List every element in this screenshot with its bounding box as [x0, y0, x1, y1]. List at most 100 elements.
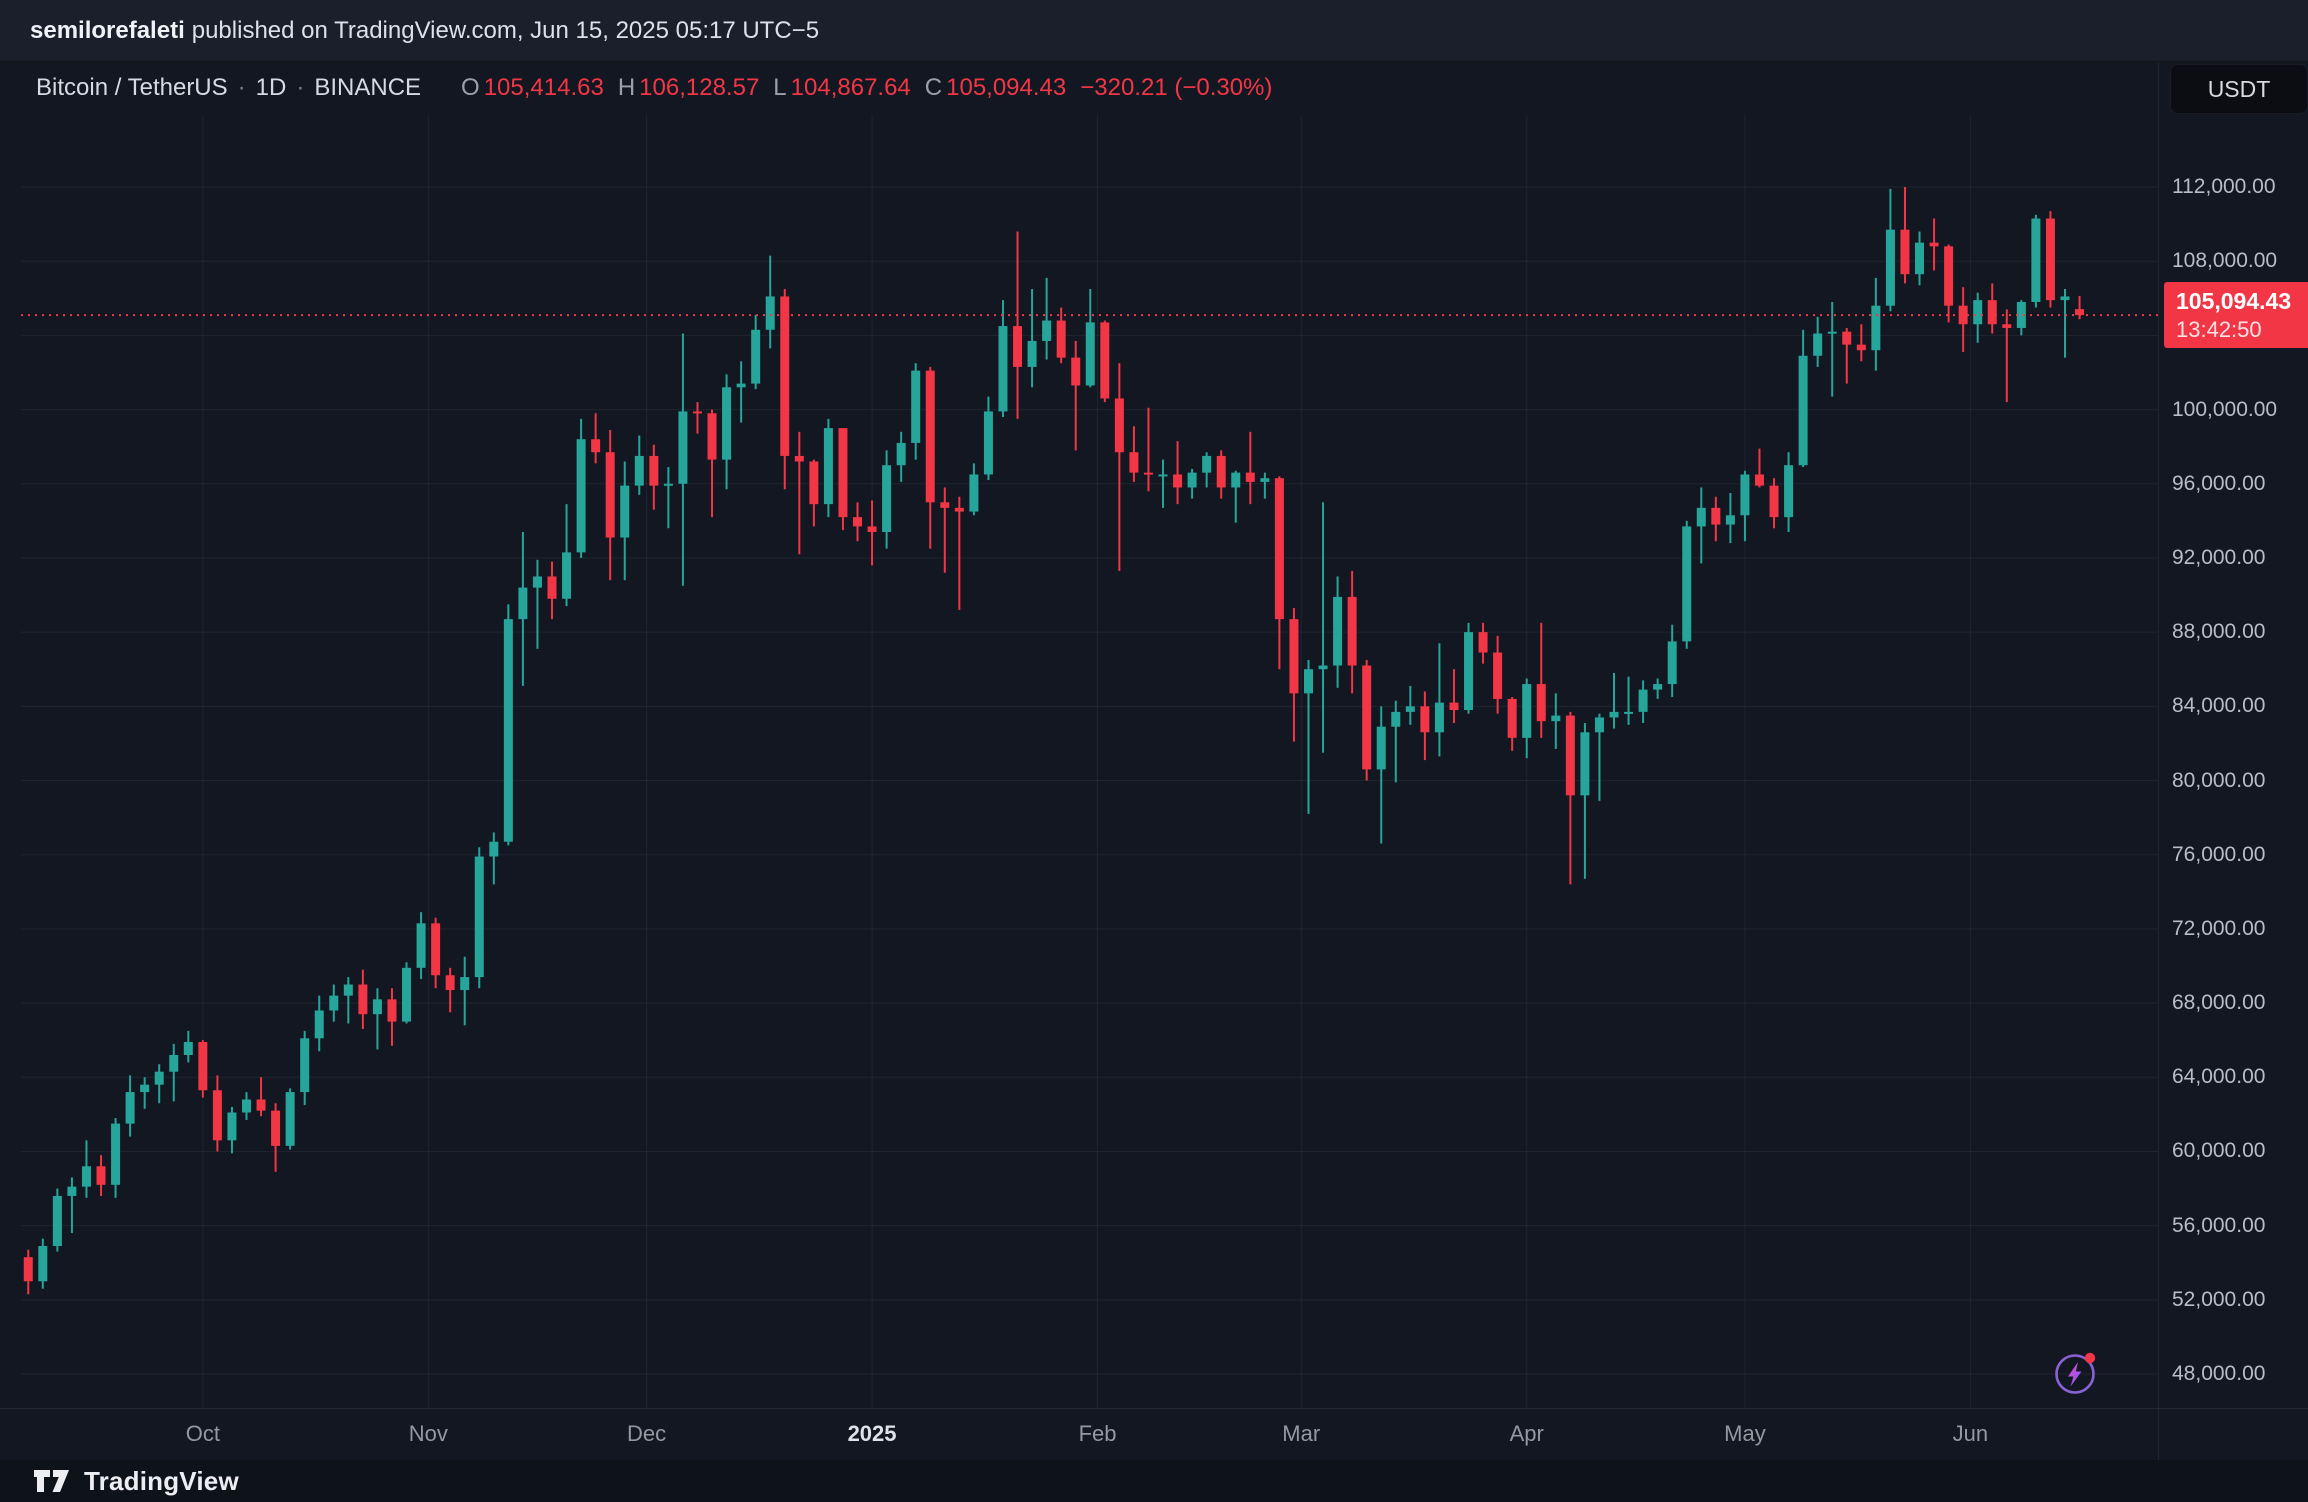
- candle-wick: [1307, 659, 1310, 814]
- candle-body: [1347, 596, 1357, 666]
- candle-wick: [492, 832, 495, 885]
- symbol-title[interactable]: Bitcoin / TetherUS: [36, 74, 228, 101]
- candle-body: [2031, 218, 2041, 302]
- candle-body: [1813, 333, 1823, 356]
- candle-wick: [740, 361, 743, 423]
- flash-ideas-button[interactable]: [2052, 1349, 2100, 1397]
- candle-body: [1143, 472, 1153, 475]
- price-tick-label: 80,000.00: [2172, 768, 2266, 792]
- candle-body: [2060, 296, 2070, 301]
- time-tick-label: Nov: [408, 1421, 448, 1446]
- price-tick-label: 108,000.00: [2172, 249, 2278, 273]
- candle-body: [227, 1112, 237, 1141]
- candle-body: [154, 1071, 164, 1085]
- candle-body: [1784, 465, 1794, 518]
- candlestick-chart[interactable]: [21, 115, 2158, 1408]
- high-value: 106,128.57: [639, 74, 760, 101]
- candle-wick: [172, 1043, 175, 1102]
- separator-dot: ·: [296, 74, 305, 101]
- candle-body: [1740, 474, 1750, 516]
- price-axis-divider: [2158, 62, 2159, 1460]
- candle-body: [416, 923, 426, 968]
- candle-body: [853, 517, 863, 527]
- price-tick-label: 56,000.00: [2172, 1213, 2266, 1237]
- candle-body: [503, 619, 513, 842]
- candle-body: [1696, 507, 1706, 527]
- candle-body: [285, 1092, 295, 1146]
- candle-body: [576, 439, 586, 553]
- interval-label[interactable]: 1D: [255, 74, 287, 101]
- candle-body: [969, 474, 979, 512]
- notification-dot: [2084, 1352, 2096, 1364]
- candle-wick: [1380, 706, 1383, 844]
- time-axis[interactable]: Oct Nov Dec 2025 Feb Mar Apr May Jun: [0, 1408, 2308, 1460]
- price-tick-label: 48,000.00: [2172, 1362, 2266, 1385]
- price-tick-label: 88,000.00: [2172, 620, 2266, 644]
- candle-body: [1362, 665, 1372, 770]
- candle-body: [1682, 526, 1692, 642]
- candle-body: [489, 841, 499, 857]
- candle-body: [358, 984, 368, 1015]
- candle-body: [736, 383, 746, 388]
- time-tick-label: Jun: [1952, 1421, 1989, 1446]
- candle-body: [1245, 472, 1255, 482]
- candle-wick: [958, 496, 961, 610]
- low-value: 104,867.64: [790, 74, 911, 101]
- price-tick-label: 96,000.00: [2172, 471, 2266, 495]
- candle-body: [343, 984, 353, 996]
- candle-body: [1609, 711, 1619, 718]
- candle-body: [2016, 301, 2026, 328]
- price-tick-label: 84,000.00: [2172, 694, 2266, 718]
- candle-body: [387, 999, 397, 1022]
- candle-body: [1071, 357, 1081, 386]
- price-axis[interactable]: 112,000.00 108,000.00 100,000.00 96,000.00 9…: [2172, 0, 2308, 1460]
- price-tick-label: 52,000.00: [2172, 1287, 2266, 1311]
- candle-body: [1711, 507, 1721, 525]
- candle-body: [212, 1090, 222, 1141]
- candle-body: [198, 1042, 208, 1091]
- candle-body: [1915, 242, 1925, 275]
- candle-body: [431, 923, 441, 976]
- currency-toggle-button[interactable]: USDT: [2170, 64, 2308, 114]
- candle-body: [67, 1186, 77, 1196]
- bar-countdown: 13:42:50: [2176, 317, 2262, 343]
- tradingview-logo-icon[interactable]: [32, 1466, 72, 1496]
- ohlc-values: O 105,414.63 H 106,128.57 L 104,867.64 C 105…: [447, 74, 1272, 102]
- candle-body: [954, 507, 964, 512]
- chart-plot-area[interactable]: [21, 115, 2158, 1408]
- candle-wick: [463, 956, 466, 1026]
- price-tick-label: 92,000.00: [2172, 545, 2266, 569]
- candle-body: [81, 1166, 91, 1187]
- candle-body: [1449, 702, 1459, 711]
- time-tick-label: Dec: [626, 1421, 667, 1446]
- close-label: C: [924, 74, 943, 101]
- candle-body: [562, 552, 572, 599]
- candle-wick: [376, 988, 379, 1050]
- open-label: O: [461, 74, 480, 101]
- candle-body: [125, 1092, 135, 1124]
- candle-body: [241, 1099, 251, 1113]
- candle-body: [1798, 355, 1808, 466]
- candle-body: [518, 587, 528, 620]
- candle-body: [111, 1123, 121, 1185]
- candle-wick: [2078, 295, 2081, 320]
- author-name: semilorefaleti: [30, 16, 185, 44]
- high-label: H: [617, 74, 636, 101]
- candle-body: [1769, 485, 1779, 518]
- candle-body: [1158, 474, 1168, 477]
- candle-body: [1929, 242, 1939, 247]
- candle-body: [605, 452, 615, 538]
- candle-body: [1303, 669, 1313, 694]
- candle-wick: [1409, 685, 1412, 725]
- candle-body: [1624, 711, 1634, 714]
- candle-wick: [347, 977, 350, 1024]
- tradingview-wordmark[interactable]: TradingView: [84, 1465, 239, 1496]
- candle-body: [765, 296, 775, 330]
- candle-body: [314, 1010, 324, 1039]
- candle-body: [1129, 452, 1139, 473]
- candle-body: [372, 999, 382, 1015]
- candle-body: [23, 1257, 33, 1282]
- candle-wick: [1583, 723, 1586, 879]
- candle-body: [1434, 702, 1444, 733]
